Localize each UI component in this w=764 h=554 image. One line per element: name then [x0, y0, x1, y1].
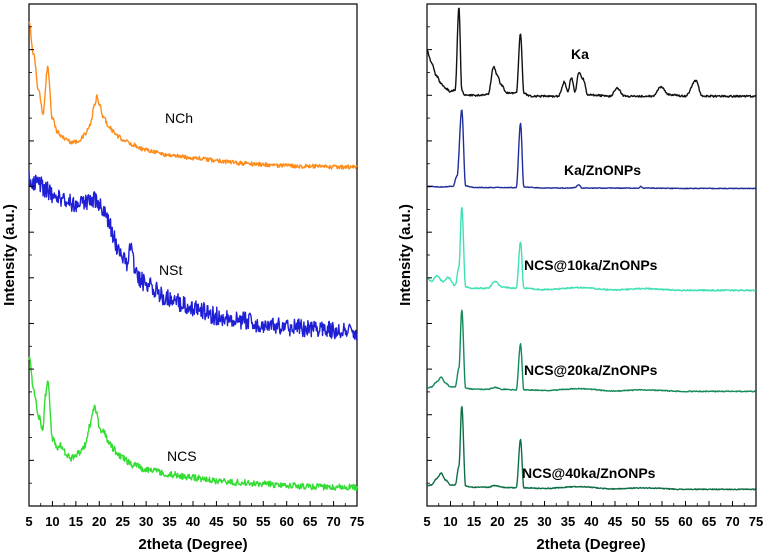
series-line-ncs-20ka-znonps [426, 309, 757, 393]
x-tick-label: 40 [186, 514, 200, 529]
x-tick-label: 35 [162, 514, 176, 529]
x-tick-label: 15 [467, 514, 481, 529]
right-y-ticks [427, 3, 432, 507]
x-tick-label: 60 [678, 514, 692, 529]
left-x-ticks: 5 10 15 20 25 30 35 40 45 50 55 60 65 70 75 [25, 501, 364, 529]
x-tick-label: 15 [69, 514, 83, 529]
x-tick-label: 60 [279, 514, 293, 529]
x-tick-label: 5 [423, 514, 430, 529]
label-ncs: NCS [167, 448, 197, 464]
x-tick-label: 70 [326, 514, 340, 529]
right-x-ticks: 5 10 15 20 25 30 35 40 45 50 55 60 65 70 75 [423, 501, 763, 529]
left-panel: 5 10 15 20 25 30 35 40 45 50 55 60 65 70 75 2theta (De… [1, 3, 364, 553]
x-tick-label: 20 [92, 514, 106, 529]
x-tick-label: 35 [561, 514, 575, 529]
label-ncs10: NCS@10ka/ZnONPs [524, 257, 658, 273]
x-tick-label: 20 [490, 514, 504, 529]
series-line-ncs-40ka-znonps [426, 406, 756, 491]
x-tick-label: 70 [725, 514, 739, 529]
label-ncs20: NCS@20ka/ZnONPs [524, 362, 658, 378]
left-y-axis-title: Intensity (a.u.) [1, 204, 18, 306]
left-x-axis-title: 2theta (Degree) [138, 536, 247, 553]
x-tick-label: 5 [25, 514, 32, 529]
series-line-ka [426, 7, 757, 98]
left-series-group [28, 21, 358, 492]
left-y-ticks [29, 3, 34, 507]
x-tick-label: 65 [702, 514, 716, 529]
label-ka-znonps: Ka/ZnONPs [564, 162, 641, 178]
x-tick-label: 30 [537, 514, 551, 529]
x-tick-label: 40 [584, 514, 598, 529]
x-tick-label: 75 [350, 514, 364, 529]
x-tick-label: 75 [749, 514, 763, 529]
series-line-nch [28, 21, 358, 170]
right-panel: 5 10 15 20 25 30 35 40 45 50 55 60 65 70 75 2theta (De… [397, 3, 763, 553]
x-tick-label: 10 [45, 514, 59, 529]
x-tick-label: 30 [139, 514, 153, 529]
left-plot-frame [28, 3, 358, 507]
right-x-axis-title: 2theta (Degree) [536, 536, 645, 553]
right-series-group [426, 7, 757, 491]
x-tick-label: 25 [514, 514, 528, 529]
label-ncs40: NCS@40ka/ZnONPs [522, 465, 656, 481]
x-tick-label: 55 [655, 514, 669, 529]
series-line-ncs [28, 356, 358, 492]
x-tick-label: 50 [631, 514, 645, 529]
label-nch: NCh [165, 110, 193, 126]
x-tick-label: 45 [608, 514, 622, 529]
label-ka: Ka [571, 46, 589, 62]
right-plot-frame [426, 3, 757, 507]
x-tick-label: 65 [303, 514, 317, 529]
series-line-ka-znonps [426, 109, 757, 190]
x-tick-label: 25 [115, 514, 129, 529]
x-tick-label: 10 [443, 514, 457, 529]
right-y-axis-title: Intensity (a.u.) [397, 204, 414, 306]
series-line-ncs-10ka-znonps [426, 206, 757, 292]
x-tick-label: 50 [233, 514, 247, 529]
label-nst: NSt [159, 262, 182, 278]
series-line-nst [28, 171, 358, 341]
x-tick-label: 55 [256, 514, 270, 529]
x-tick-label: 45 [209, 514, 223, 529]
